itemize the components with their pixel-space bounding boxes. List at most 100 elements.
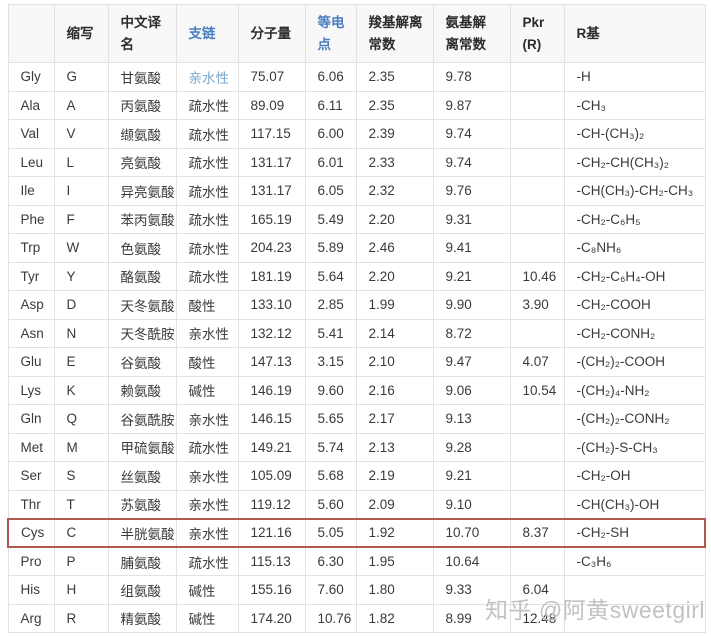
table-row-Phe: Phe F 苯丙氨酸 疏水性 165.19 5.49 2.20 9.31 -CH₂-C₆H₅ — [7, 204, 706, 234]
cell-r-His — [563, 575, 706, 605]
cell-abbr-Phe: F — [53, 204, 109, 234]
column-header-cn: 中文译名 — [107, 4, 177, 63]
cell-cn-Ser: 丝氨酸 — [107, 461, 177, 491]
cell-mw-Thr: 119.12 — [237, 489, 306, 519]
cell-code-Thr: Thr — [7, 489, 55, 519]
cell-r-Glu: -(CH₂)₂-COOH — [563, 347, 706, 377]
column-header-nh2: 氨基解 离常数 — [432, 4, 511, 63]
cell-abbr-Ala: A — [53, 90, 109, 120]
cell-nh2-Ile: 9.76 — [432, 176, 511, 206]
column-header-cooh: 羧基解离 常数 — [355, 4, 434, 63]
cell-side-Gly[interactable]: 亲水性 — [175, 62, 239, 92]
cell-mw-Ser: 105.09 — [237, 461, 306, 491]
cell-mw-Trp: 204.23 — [237, 233, 306, 263]
cell-pi-Pro: 6.30 — [304, 546, 357, 576]
cell-r-Cys: -CH₂-SH — [563, 517, 706, 548]
cell-cooh-Ala: 2.35 — [355, 90, 434, 120]
column-header-abbr: 缩写 — [53, 4, 109, 63]
cell-cooh-Gly: 2.35 — [355, 62, 434, 92]
cell-side-Asp: 酸性 — [175, 290, 239, 320]
table-row-Ala: Ala A 丙氨酸 疏水性 89.09 6.11 2.35 9.87 -CH₃ — [7, 90, 706, 120]
cell-code-Lys: Lys — [7, 375, 55, 405]
cell-cooh-Trp: 2.46 — [355, 233, 434, 263]
cell-abbr-Tyr: Y — [53, 261, 109, 291]
cell-r-Val: -CH-(CH₃)₂ — [563, 119, 706, 149]
cell-abbr-Pro: P — [53, 546, 109, 576]
cell-r-Pro: -C₃H₆ — [563, 546, 706, 576]
cell-code-Gln: Gln — [7, 404, 55, 434]
table-row-Met: Met M 甲硫氨酸 疏水性 149.21 5.74 2.13 9.28 -(CH₂)-S-CH… — [7, 432, 706, 462]
cell-abbr-Val: V — [53, 119, 109, 149]
table-row-Ile: Ile I 异亮氨酸 疏水性 131.17 6.05 2.32 9.76 -CH(CH₃)-CH… — [7, 176, 706, 206]
column-header-pi[interactable]: 等电 点 — [304, 4, 357, 63]
cell-side-Tyr: 疏水性 — [175, 261, 239, 291]
cell-nh2-Gly: 9.78 — [432, 62, 511, 92]
table-row-Tyr: Tyr Y 酪氨酸 疏水性 181.19 5.64 2.20 9.21 10.46 -CH₂-C₆… — [7, 261, 706, 291]
cell-pkr-Thr — [509, 489, 565, 519]
cell-nh2-Leu: 9.74 — [432, 147, 511, 177]
cell-cooh-Ile: 2.32 — [355, 176, 434, 206]
table-row-Glu: Glu E 谷氨酸 酸性 147.13 3.15 2.10 9.47 4.07 -(CH₂)₂-C… — [7, 347, 706, 377]
cell-cn-Ile: 异亮氨酸 — [107, 176, 177, 206]
cell-code-Ile: Ile — [7, 176, 55, 206]
cell-r-Asn: -CH₂-CONH₂ — [563, 318, 706, 348]
cell-pi-Val: 6.00 — [304, 119, 357, 149]
cell-nh2-Phe: 9.31 — [432, 204, 511, 234]
cell-mw-Leu: 131.17 — [237, 147, 306, 177]
cell-code-Arg: Arg — [7, 603, 55, 633]
cell-side-Gln: 亲水性 — [175, 404, 239, 434]
cell-pi-Cys: 5.05 — [304, 517, 357, 548]
cell-cn-Cys: 半胱氨酸 — [107, 517, 177, 548]
table-header-row: 缩写 中文译名 支链 分子量 等电 点羧基解离 常数 氨基解 离常数 Pkr (R) R基 — [7, 4, 706, 63]
cell-pkr-Leu — [509, 147, 565, 177]
cell-mw-Val: 117.15 — [237, 119, 306, 149]
cell-r-Arg — [563, 603, 706, 633]
cell-side-His: 碱性 — [175, 575, 239, 605]
cell-pi-Lys: 9.60 — [304, 375, 357, 405]
cell-mw-Asn: 132.12 — [237, 318, 306, 348]
cell-pi-Met: 5.74 — [304, 432, 357, 462]
cell-r-Gln: -(CH₂)₂-CONH₂ — [563, 404, 706, 434]
cell-cn-Asn: 天冬酰胺 — [107, 318, 177, 348]
table-row-Arg: Arg R 精氨酸 碱性 174.20 10.76 1.82 8.99 12.48 — [7, 603, 706, 633]
cell-cooh-His: 1.80 — [355, 575, 434, 605]
cell-r-Ile: -CH(CH₃)-CH₂-CH₃ — [563, 176, 706, 206]
cell-code-His: His — [7, 575, 55, 605]
cell-side-Ile: 疏水性 — [175, 176, 239, 206]
cell-cn-Asp: 天冬氨酸 — [107, 290, 177, 320]
cell-cooh-Pro: 1.95 — [355, 546, 434, 576]
cell-code-Glu: Glu — [7, 347, 55, 377]
cell-nh2-Pro: 10.64 — [432, 546, 511, 576]
column-header-pkr: Pkr (R) — [509, 4, 565, 63]
cell-pkr-Asn — [509, 318, 565, 348]
table-row-Thr: Thr T 苏氨酸 亲水性 119.12 5.60 2.09 9.10 -CH(CH₃)-OH — [7, 489, 706, 519]
cell-pkr-Pro — [509, 546, 565, 576]
cell-mw-His: 155.16 — [237, 575, 306, 605]
cell-cooh-Leu: 2.33 — [355, 147, 434, 177]
cell-cooh-Cys: 1.92 — [355, 517, 434, 548]
cell-pi-Gln: 5.65 — [304, 404, 357, 434]
cell-abbr-Met: M — [53, 432, 109, 462]
cell-mw-Tyr: 181.19 — [237, 261, 306, 291]
table-row-Val: Val V 缬氨酸 疏水性 117.15 6.00 2.39 9.74 -CH-(CH₃)₂ — [7, 119, 706, 149]
cell-code-Cys: Cys — [7, 517, 55, 548]
cell-r-Phe: -CH₂-C₆H₅ — [563, 204, 706, 234]
cell-pkr-His: 6.04 — [509, 575, 565, 605]
cell-cn-Phe: 苯丙氨酸 — [107, 204, 177, 234]
cell-r-Gly: -H — [563, 62, 706, 92]
cell-cooh-Ser: 2.19 — [355, 461, 434, 491]
cell-code-Pro: Pro — [7, 546, 55, 576]
table-row-Leu: Leu L 亮氨酸 疏水性 131.17 6.01 2.33 9.74 -CH₂-CH(CH₃)… — [7, 147, 706, 177]
cell-code-Ser: Ser — [7, 461, 55, 491]
cell-side-Val: 疏水性 — [175, 119, 239, 149]
table-row-Cys-highlighted: Cys C 半胱氨酸 亲水性 121.16 5.05 1.92 10.70 8.37 -CH₂-S… — [7, 517, 706, 548]
cell-side-Leu: 疏水性 — [175, 147, 239, 177]
cell-mw-Gly: 75.07 — [237, 62, 306, 92]
column-header-side[interactable]: 支链 — [175, 4, 239, 63]
cell-cn-Ala: 丙氨酸 — [107, 90, 177, 120]
cell-cn-Thr: 苏氨酸 — [107, 489, 177, 519]
cell-pi-Tyr: 5.64 — [304, 261, 357, 291]
cell-mw-Pro: 115.13 — [237, 546, 306, 576]
cell-pi-Gly: 6.06 — [304, 62, 357, 92]
cell-pkr-Ala — [509, 90, 565, 120]
